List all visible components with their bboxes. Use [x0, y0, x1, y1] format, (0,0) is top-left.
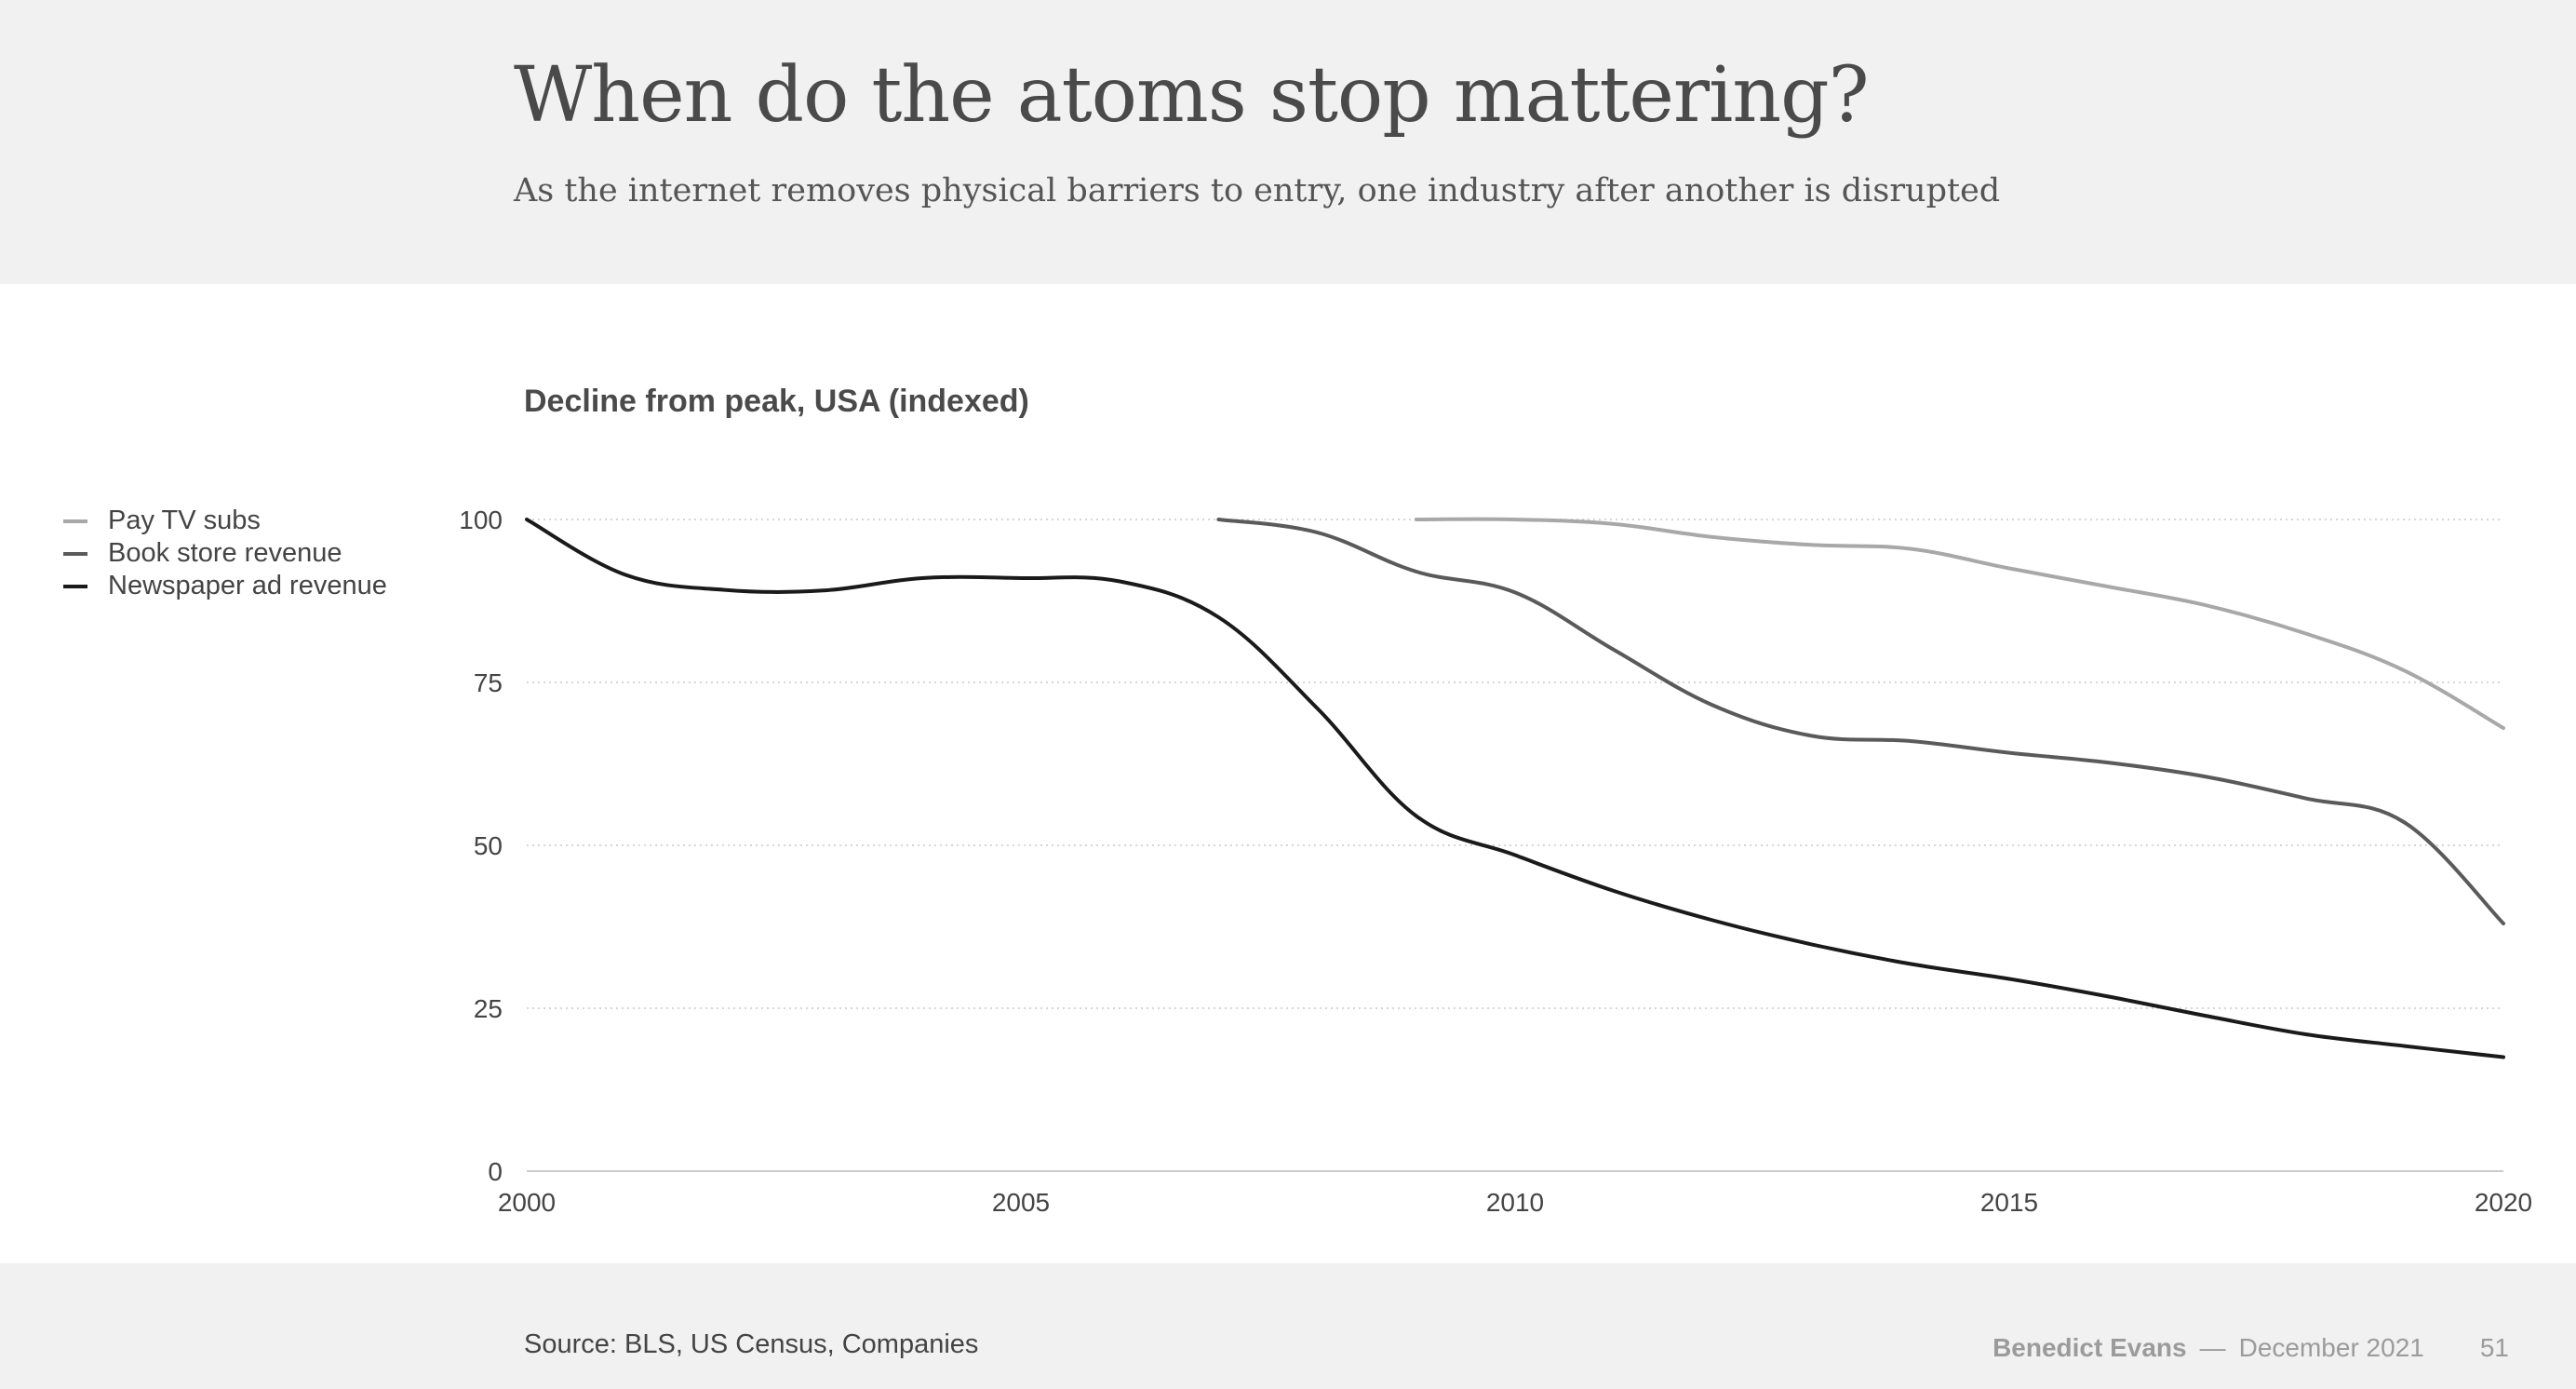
- x-tick-label-2010: 2010: [1486, 1188, 1544, 1217]
- page-number: 51: [2479, 1333, 2509, 1362]
- line-chart: 0 25 50 75 100 2000 2005 2010 2015 2020: [459, 506, 2532, 1217]
- x-tick-label-2000: 2000: [498, 1188, 556, 1217]
- footer-band: [0, 1263, 2576, 1389]
- legend-swatch-book-store: [63, 551, 87, 556]
- chart-legend: Pay TV subs Book store revenue Newspaper…: [63, 505, 387, 602]
- chart-title: Decline from peak, USA (indexed): [524, 384, 1029, 419]
- legend-swatch-newspaper: [63, 584, 87, 588]
- y-tick-label-50: 50: [474, 831, 503, 860]
- footer-separator: —: [2199, 1333, 2226, 1362]
- footer-date: December 2021: [2238, 1333, 2424, 1362]
- x-tick-label-2015: 2015: [1980, 1188, 2038, 1217]
- series-line-book-store: [1216, 518, 2505, 925]
- page-subtitle: As the internet removes physical barrier…: [514, 172, 2001, 209]
- footer-author: Benedict Evans: [1992, 1333, 2187, 1362]
- x-tick-label-2020: 2020: [2475, 1188, 2532, 1217]
- y-tick-label-75: 75: [474, 668, 503, 697]
- y-tick-label-100: 100: [459, 506, 503, 534]
- legend-swatch-pay-tv: [63, 519, 87, 523]
- footer-credit: Benedict Evans — December 2021 51: [1992, 1333, 2509, 1363]
- legend-item-pay-tv: Pay TV subs: [63, 505, 387, 537]
- legend-label-book-store: Book store revenue: [108, 538, 342, 568]
- series-line-newspaper: [525, 518, 2505, 1059]
- y-tick-label-25: 25: [474, 994, 503, 1023]
- y-tick-label-0: 0: [488, 1157, 503, 1186]
- series-line-pay-tv: [1414, 517, 2505, 730]
- legend-label-pay-tv: Pay TV subs: [108, 506, 261, 535]
- source-note: Source: BLS, US Census, Companies: [524, 1329, 979, 1359]
- legend-item-book-store: Book store revenue: [63, 537, 387, 570]
- legend-label-newspaper: Newspaper ad revenue: [108, 571, 387, 600]
- page-title: When do the atoms stop mattering?: [514, 51, 1870, 140]
- x-tick-label-2005: 2005: [992, 1188, 1050, 1217]
- legend-item-newspaper: Newspaper ad revenue: [63, 570, 387, 602]
- header-band: [0, 0, 2576, 284]
